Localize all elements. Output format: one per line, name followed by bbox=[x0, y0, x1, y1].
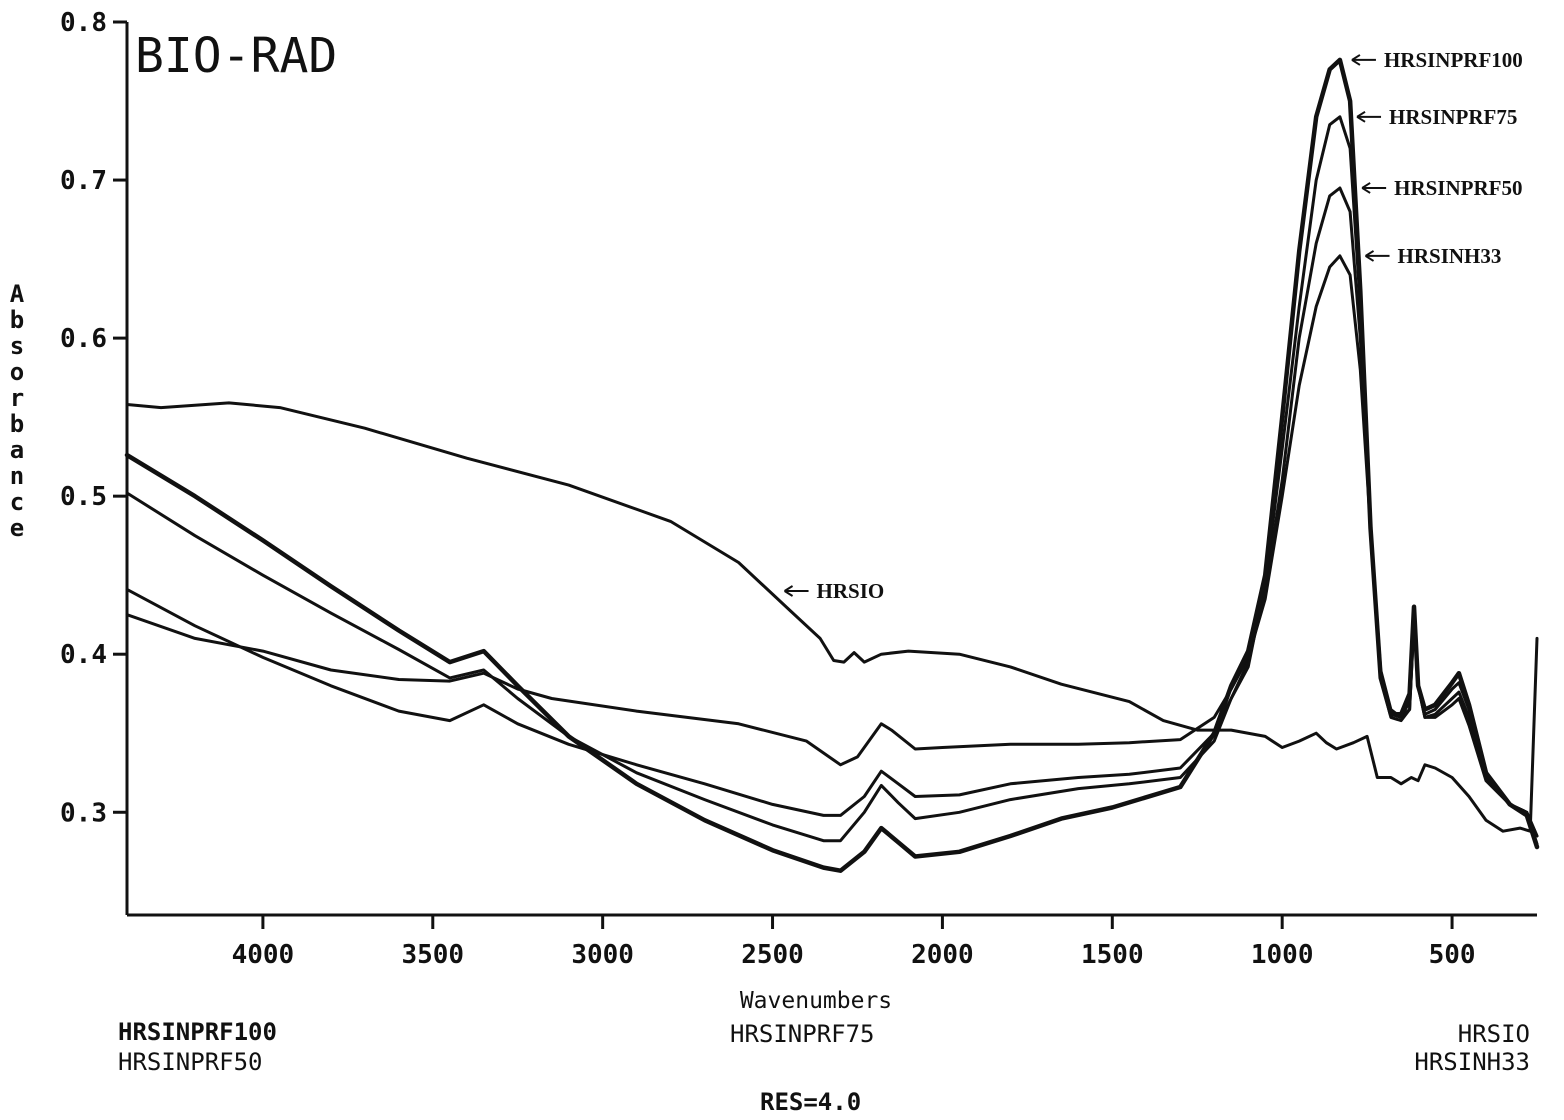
svg-text:HRSINH33: HRSINH33 bbox=[1398, 244, 1502, 268]
y-axis-label-letter: r bbox=[10, 384, 24, 412]
annotation-hrsinprf75: HRSINPRF75 bbox=[1356, 105, 1517, 129]
series-line-hrsinprf100 bbox=[124, 57, 1540, 873]
x-tick-label: 4000 bbox=[232, 940, 295, 970]
y-axis-label-letter: a bbox=[10, 436, 24, 464]
y-axis-label-letter: b bbox=[10, 306, 24, 334]
series-line-hrsinprf50 bbox=[125, 186, 1539, 838]
y-tick-label: 0.5 bbox=[60, 482, 107, 512]
series-line-hrsinprf75 bbox=[125, 115, 1539, 846]
footer-right-line1: HRSIO bbox=[1457, 1020, 1530, 1048]
x-tick-label: 2500 bbox=[741, 940, 804, 970]
svg-text:HRSINPRF100: HRSINPRF100 bbox=[1384, 48, 1523, 72]
axes: 0.3 0.4 0.5 0.6 0.7 0.8 4000 3500 3000 2500 2000 15… bbox=[60, 8, 1537, 970]
series-layer bbox=[124, 57, 1540, 873]
annotation-hrsinprf100: HRSINPRF100 bbox=[1351, 48, 1523, 72]
footer-resolution: RES=4.0 bbox=[760, 1088, 862, 1116]
y-axis-label-letter: s bbox=[10, 332, 24, 360]
y-axis-label-letter: c bbox=[10, 488, 24, 516]
footer-center-line1: HRSINPRF75 bbox=[730, 1020, 875, 1048]
annotation-layer: HRSINPRF100 HRSINPRF75 HRSINPRF50 HRSINH33 H… bbox=[784, 48, 1523, 603]
footer-left-line2: HRSINPRF50 bbox=[118, 1048, 263, 1076]
x-tick-label: 2000 bbox=[911, 940, 974, 970]
x-tick-label: 1500 bbox=[1081, 940, 1144, 970]
y-tick-label: 0.3 bbox=[60, 798, 107, 828]
svg-text:HRSINPRF75: HRSINPRF75 bbox=[1389, 105, 1517, 129]
footer-left-line1: HRSINPRF100 bbox=[118, 1018, 277, 1046]
brand-label: BIO-RAD bbox=[135, 28, 337, 84]
y-tick-label: 0.4 bbox=[60, 640, 107, 670]
y-axis-label-letter: n bbox=[10, 462, 24, 490]
x-axis-label: Wavenumbers bbox=[740, 988, 892, 1014]
x-tick-label: 1000 bbox=[1251, 940, 1314, 970]
y-tick-label: 0.7 bbox=[60, 166, 107, 196]
y-axis-label-letter: A bbox=[10, 280, 25, 308]
footer-right-line2: HRSINH33 bbox=[1414, 1048, 1530, 1076]
svg-text:HRSINPRF50: HRSINPRF50 bbox=[1394, 176, 1522, 200]
y-tick-label: 0.8 bbox=[60, 8, 107, 38]
annotation-hrsio: HRSIO bbox=[784, 579, 885, 603]
annotation-hrsinh33: HRSINH33 bbox=[1365, 244, 1502, 268]
x-tick-label: 3000 bbox=[571, 940, 634, 970]
y-axis-label-letter: o bbox=[10, 358, 24, 386]
x-tick-label: 500 bbox=[1429, 940, 1476, 970]
series-line-hrsinh33 bbox=[125, 254, 1539, 838]
x-tick-label: 3500 bbox=[401, 940, 464, 970]
annotation-hrsinprf50: HRSINPRF50 bbox=[1361, 176, 1522, 200]
y-axis-label-letter: b bbox=[10, 410, 24, 438]
y-tick-label: 0.6 bbox=[60, 324, 107, 354]
svg-text:HRSIO: HRSIO bbox=[817, 579, 885, 603]
y-axis-label-letter: e bbox=[10, 514, 24, 542]
